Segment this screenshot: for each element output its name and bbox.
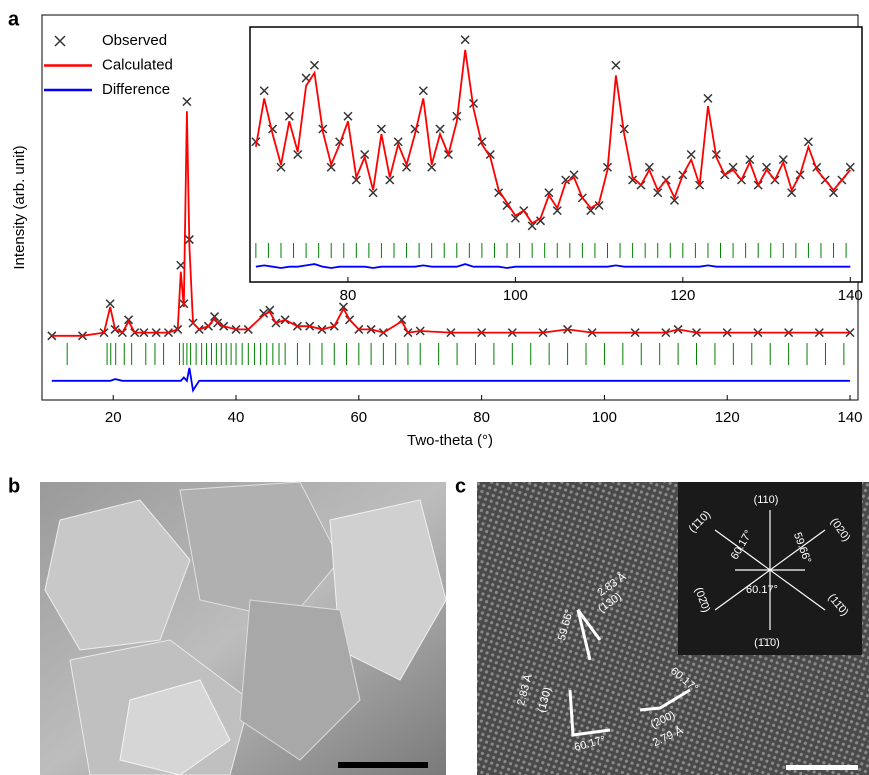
panel-label: c — [455, 475, 466, 497]
inset-plot: 80 100 120 140 — [250, 27, 863, 304]
x-tick-label: 120 — [670, 287, 695, 304]
x-tick-label: 140 — [838, 287, 863, 304]
observed-point — [106, 300, 114, 308]
legend-label: Calculated — [102, 56, 173, 73]
panel-label: a — [8, 8, 20, 30]
figure: a b c 20 40 60 80 100 120 140 Two-theta (°) Inte… — [0, 0, 869, 775]
annotation: 60.17° — [746, 584, 778, 596]
x-tick-label: 40 — [228, 409, 245, 426]
sem-image — [40, 482, 446, 775]
x-tick-label: 100 — [503, 287, 528, 304]
tem-image: (110) (1̄10) (020) 60.17° 59.66° (02̄0) … — [477, 482, 869, 775]
observed-point — [183, 98, 191, 106]
x-tick-label: 80 — [340, 287, 357, 304]
x-tick-label: 60 — [350, 409, 367, 426]
legend-label: Difference — [102, 81, 170, 98]
legend-label: Observed — [102, 32, 167, 49]
panel-label: b — [8, 475, 20, 497]
x-tick-label: 80 — [473, 409, 490, 426]
y-axis-label: Intensity (arb. unit) — [11, 145, 28, 269]
x-tick-label: 20 — [105, 409, 122, 426]
annotation: (1̄1̄0) — [754, 637, 780, 649]
annotation: (110) — [754, 494, 779, 506]
series-line — [52, 368, 850, 391]
x-tick-label: 120 — [715, 409, 740, 426]
x-tick-label: 140 — [838, 409, 863, 426]
inset-frame — [250, 27, 862, 282]
legend-marker — [55, 36, 65, 46]
x-tick-label: 100 — [592, 409, 617, 426]
x-axis-label: Two-theta (°) — [407, 432, 493, 449]
